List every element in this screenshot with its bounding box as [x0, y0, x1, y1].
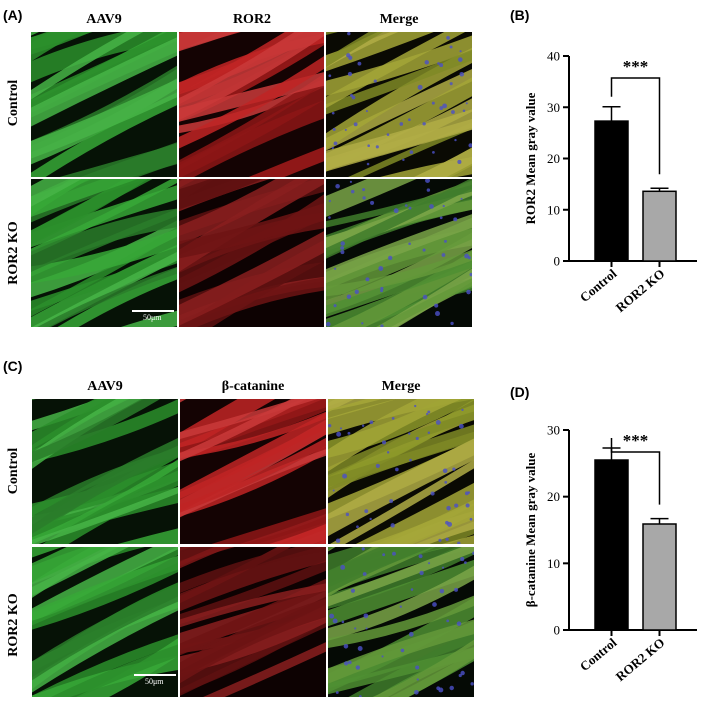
y-axis-label: β-catanine Mean gray value [523, 453, 538, 608]
scale-bar-c [134, 674, 176, 676]
row-header-c-control: Control [6, 447, 21, 495]
micrograph-a-aav9-control [31, 32, 177, 177]
y-tick-label: 30 [547, 423, 560, 438]
category-label: Control [577, 266, 620, 305]
col-header-a-2: ROR2 [232, 12, 272, 27]
panel-letter-c: (C) [3, 358, 23, 374]
bar-chart-b: ROR2 Mean gray value 0 10 20 30 40 ControlROR2… [523, 49, 697, 315]
category-label: ROR2 KO [613, 635, 668, 684]
row-header-a-ko: ROR2 KO [6, 221, 21, 285]
row-header-a-control: Control [6, 79, 21, 127]
significance-bracket [610, 438, 661, 505]
significance-label: *** [623, 57, 649, 76]
micrograph-c-catanine-ko [180, 547, 326, 697]
category-label: ROR2 KO [613, 266, 668, 315]
scale-label-c: 50μm [145, 677, 164, 686]
micrograph-c-merge-ko [328, 547, 474, 697]
category-label: Control [577, 635, 620, 674]
micrograph-a-ror2-control [179, 32, 324, 177]
y-tick-label: 10 [547, 556, 560, 571]
bar-control [594, 120, 629, 262]
y-tick-label: 0 [554, 254, 561, 269]
micrograph-c-catanine-control [180, 399, 326, 544]
micrograph-c-aav9-control [32, 399, 178, 544]
col-header-c-2: β-catanine [221, 379, 285, 394]
micrograph-a-merge-ko [326, 179, 472, 327]
panel-letter-b: (B) [510, 7, 530, 23]
col-header-a-3: Merge [379, 12, 419, 27]
y-tick-label: 30 [547, 100, 560, 115]
panel-letter-a: (A) [3, 7, 23, 23]
col-header-a-1: AAV9 [86, 12, 122, 27]
micrograph-c-merge-control [328, 399, 474, 544]
row-header-c-ko: ROR2 KO [6, 593, 21, 657]
y-tick-label: 0 [554, 623, 561, 638]
bar-chart-d: β-catanine Mean gray value 0 10 20 30 Control… [523, 423, 697, 684]
col-header-c-3: Merge [381, 379, 421, 394]
bar-ror2-ko [642, 523, 677, 631]
significance-label: *** [623, 431, 649, 450]
micrograph-a-ror2-ko [179, 179, 324, 327]
micrograph-a-merge-control [326, 32, 472, 177]
y-axis-label: ROR2 Mean gray value [523, 92, 538, 224]
panel-letter-d: (D) [510, 384, 530, 400]
y-tick-label: 40 [547, 49, 560, 64]
bar-control [594, 459, 629, 631]
micrograph-a-aav9-ko [31, 179, 177, 327]
bar-ror2-ko [642, 190, 677, 262]
y-tick-label: 20 [547, 151, 560, 166]
y-tick-label: 20 [547, 489, 560, 504]
significance-bracket [610, 77, 661, 175]
scale-label-a: 50μm [143, 313, 162, 322]
scale-bar-a [132, 310, 174, 312]
y-tick-label: 10 [547, 202, 560, 217]
micrograph-c-aav9-ko [32, 547, 178, 697]
col-header-c-1: AAV9 [87, 379, 123, 394]
